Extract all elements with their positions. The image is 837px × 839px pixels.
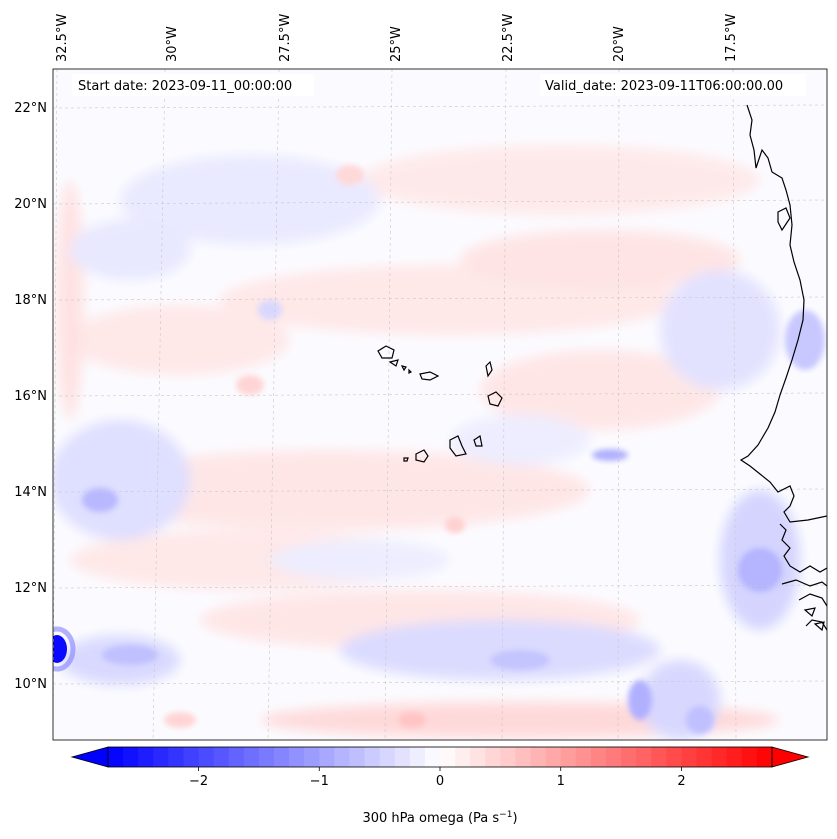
colorbar-segment bbox=[696, 747, 713, 767]
lat-label: 14°N bbox=[14, 485, 47, 500]
colorbar-segment bbox=[530, 747, 547, 767]
colorbar-segment bbox=[258, 747, 275, 767]
africa-coastline bbox=[739, 104, 827, 523]
colorbar-segment bbox=[198, 747, 215, 767]
colorbar-segments bbox=[108, 747, 773, 767]
colorbar-segment bbox=[108, 747, 124, 767]
colorbar-segment bbox=[621, 747, 637, 767]
colorbar-segment bbox=[590, 747, 607, 767]
colorbar-extend-low bbox=[70, 746, 109, 768]
longitude-labels: 32.5°W 30°W 27.5°W 25°W 22.5°W 20°W 17.5… bbox=[55, 14, 739, 62]
colorbar-segment bbox=[545, 747, 562, 767]
lon-label: 32.5°W bbox=[55, 14, 70, 62]
cape-verde-islands bbox=[377, 345, 503, 463]
lat-label: 18°N bbox=[14, 293, 47, 308]
colorbar-segment bbox=[424, 747, 441, 767]
map-frame bbox=[52, 68, 828, 741]
strong-ascent-spot bbox=[53, 635, 67, 663]
colorbar-segment bbox=[681, 747, 698, 767]
latitude-labels: 22°N 20°N 18°N 16°N 14°N 12°N 10°N bbox=[14, 101, 47, 692]
valid-date-label: Valid_date: 2023-09-11T06:00:00.00 bbox=[545, 79, 783, 94]
colorbar-tick-label: −2 bbox=[189, 774, 208, 789]
colorbar-segment bbox=[651, 747, 667, 767]
colorbar-segment bbox=[575, 747, 592, 767]
colorbar-segment bbox=[274, 747, 290, 767]
colorbar-segment bbox=[666, 747, 682, 767]
colorbar-segment bbox=[636, 747, 652, 767]
colorbar-segment bbox=[334, 747, 350, 767]
colorbar-tick-label: 2 bbox=[677, 774, 685, 789]
lat-label: 22°N bbox=[14, 101, 47, 116]
lon-label: 17.5°W bbox=[724, 14, 739, 62]
colorbar-segment bbox=[213, 747, 230, 767]
colorbar-tick-label: 0 bbox=[436, 774, 444, 789]
colorbar-label: 300 hPa omega (Pa s−1) bbox=[362, 810, 517, 826]
lat-label: 10°N bbox=[14, 677, 47, 692]
colorbar-segment bbox=[711, 747, 728, 767]
colorbar-segment bbox=[741, 747, 758, 767]
start-date-label: Start date: 2023-09-11_00:00:00 bbox=[78, 79, 292, 94]
lon-label: 25°W bbox=[389, 26, 404, 62]
colorbar-segment bbox=[409, 747, 426, 767]
colorbar: −2 −1 0 1 2 300 hPa omega (Pa s−1) bbox=[70, 746, 810, 826]
lat-label: 12°N bbox=[14, 581, 47, 596]
colorbar-segment bbox=[500, 747, 516, 767]
colorbar-segment bbox=[379, 747, 396, 767]
colorbar-segment bbox=[364, 747, 381, 767]
omega-field-detail bbox=[82, 165, 825, 734]
map-panel: Start date: 2023-09-11_00:00:00 Valid_da… bbox=[53, 69, 827, 740]
colorbar-ticks: −2 −1 0 1 2 bbox=[189, 767, 686, 789]
colorbar-segment bbox=[123, 747, 139, 767]
lon-label: 30°W bbox=[165, 26, 180, 62]
colorbar-segment bbox=[289, 747, 305, 767]
colorbar-tick-label: 1 bbox=[557, 774, 565, 789]
colorbar-extend-high bbox=[771, 746, 810, 768]
colorbar-segment bbox=[394, 747, 411, 767]
colorbar-segment bbox=[304, 747, 320, 767]
colorbar-segment bbox=[470, 747, 486, 767]
colorbar-segment bbox=[168, 747, 184, 767]
colorbar-segment bbox=[138, 747, 154, 767]
colorbar-segment bbox=[606, 747, 622, 767]
colorbar-segment bbox=[440, 747, 456, 767]
gridlines bbox=[53, 69, 827, 740]
colorbar-segment bbox=[560, 747, 577, 767]
lon-label: 20°W bbox=[612, 26, 627, 62]
colorbar-segment bbox=[228, 747, 245, 767]
lon-label: 27.5°W bbox=[278, 14, 293, 62]
colorbar-tick-label: −1 bbox=[310, 774, 329, 789]
colorbar-segment bbox=[243, 747, 260, 767]
lon-label: 22.5°W bbox=[501, 14, 516, 62]
colorbar-segment bbox=[319, 747, 335, 767]
colorbar-segment bbox=[485, 747, 501, 767]
colorbar-segment bbox=[756, 747, 773, 767]
colorbar-segment bbox=[153, 747, 169, 767]
lat-label: 20°N bbox=[14, 197, 47, 212]
colorbar-segment bbox=[349, 747, 366, 767]
colorbar-segment bbox=[183, 747, 200, 767]
lat-label: 16°N bbox=[14, 389, 47, 404]
colorbar-segment bbox=[726, 747, 743, 767]
omega-field bbox=[53, 145, 800, 740]
colorbar-segment bbox=[455, 747, 471, 767]
colorbar-segment bbox=[515, 747, 532, 767]
